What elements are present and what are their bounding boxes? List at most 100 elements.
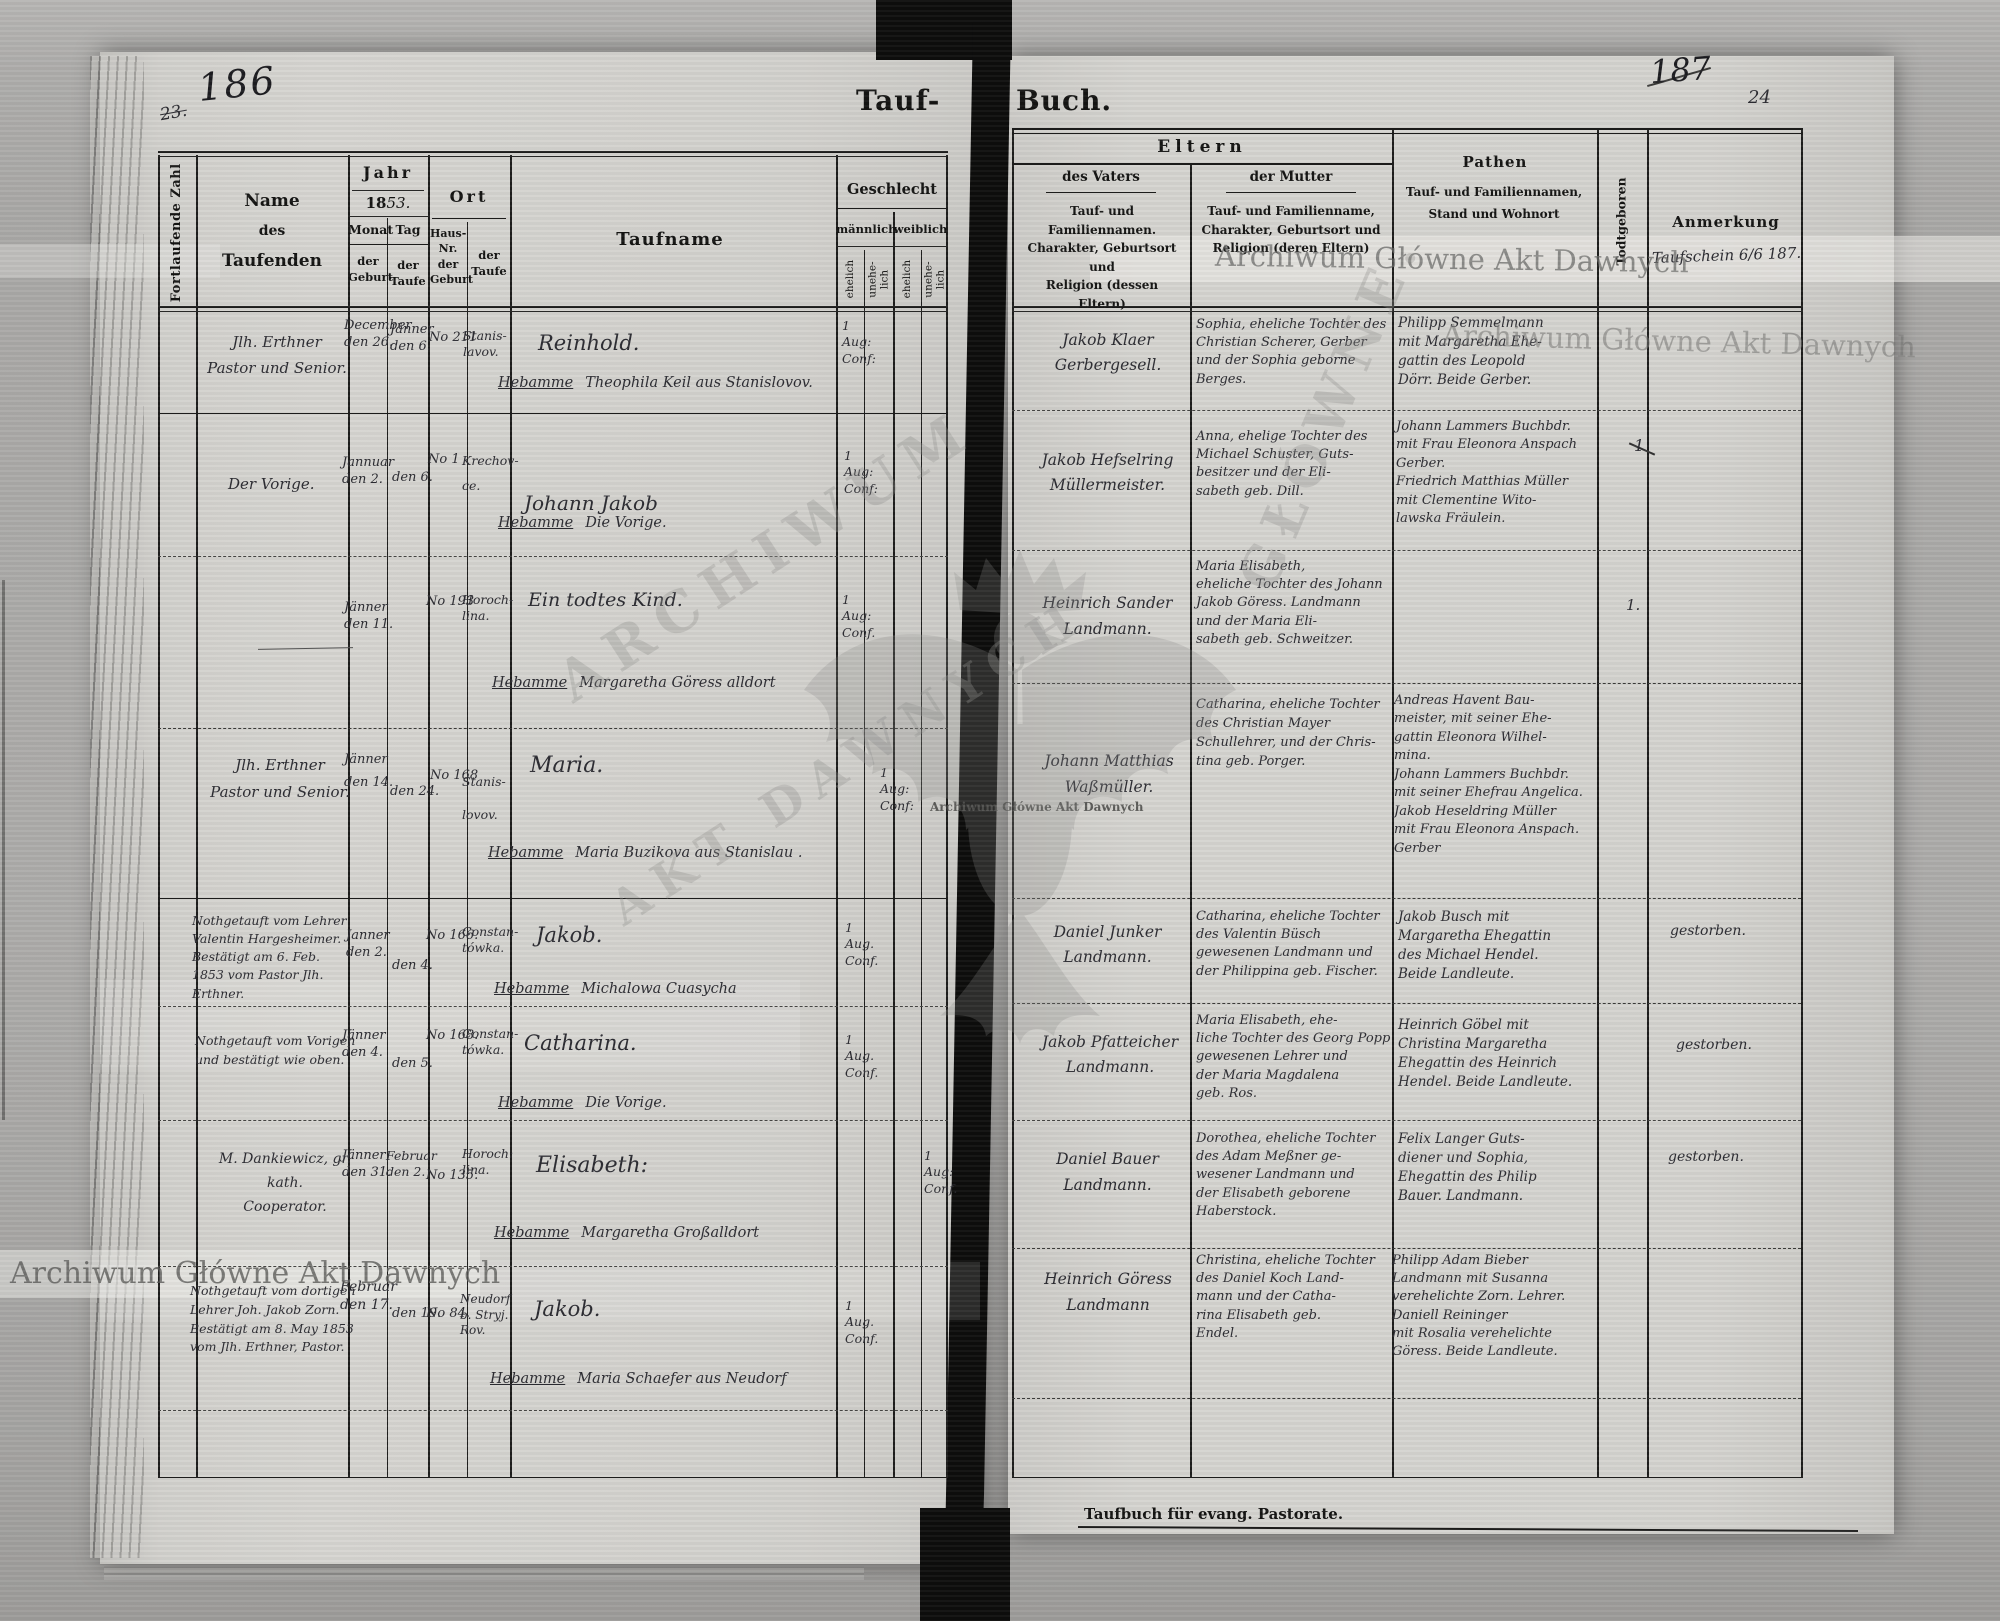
entry-ort: Horoch- lina. <box>462 592 514 624</box>
hebamme-label: Hebamme <box>492 675 568 691</box>
entry-haus-nr: No 166. <box>426 928 479 943</box>
watermark-text-bottom-left: Archiwum Główne Akt Dawnych <box>10 1256 501 1291</box>
column-header-mutter-desc: Tauf- und Familienname, Charakter, Gebur… <box>1201 204 1381 256</box>
column-header-fortlaufende-zahl: Fortlaufende Zahl <box>169 163 185 303</box>
scan-band <box>100 980 800 1070</box>
column-header-name-des: des <box>258 223 286 239</box>
geschlecht-mark: 1 Aug: Conf: <box>880 765 914 813</box>
entry-hebamme: Hebamme Die Vorige. <box>498 1095 667 1111</box>
entry-mutter: Sophia, eheliche Tochter des Christian S… <box>1196 317 1387 387</box>
old-page-number-struck: 23. <box>158 100 189 126</box>
watermark-text-center-small: Archiwum Główne Akt Dawnych <box>930 800 1144 814</box>
rule <box>1012 133 1803 134</box>
entry-mutter: Maria Elisabeth, ehe- liche Tochter des … <box>1196 1013 1391 1101</box>
rule <box>1392 130 1394 1477</box>
hebamme-label: Hebamme <box>494 1225 570 1241</box>
rule <box>387 218 388 1477</box>
column-header-des-vaters: des Vaters <box>1062 169 1140 185</box>
entry-pathen: Andreas Havent Bau- meister, mit seiner … <box>1394 693 1583 856</box>
entry-monat-geburt: Jannuar den 2. <box>342 455 395 487</box>
column-header-geschlecht: Geschlecht <box>847 181 937 198</box>
entry-haus-nr: No 168 <box>430 768 479 783</box>
rule <box>432 218 506 219</box>
column-header-ehelich-m: ehelich <box>843 259 856 299</box>
hebamme-label: Hebamme <box>490 1371 566 1387</box>
rule <box>196 155 198 1477</box>
column-header-pathen-desc: Tauf- und Familiennamen, Stand und Wohno… <box>1405 185 1583 221</box>
entry-taufname: Jakob. <box>534 1297 601 1321</box>
column-header-ort-der-taufe: der Taufe <box>471 248 507 278</box>
column-header-der-geburt: der Geburt <box>348 254 393 284</box>
entry-vater: Jakob Pfatteicher Landmann. <box>1041 1033 1179 1076</box>
entry-mutter: Catharina, eheliche Tochter des Valentin… <box>1196 909 1380 979</box>
entry-mutter: Catharina, eheliche Tochter des Christia… <box>1196 697 1380 769</box>
rule <box>158 156 948 157</box>
entry-ort: Stanis- lavov. <box>463 328 507 360</box>
rule <box>1012 128 1803 130</box>
column-header-vater-desc: Tauf- und Familiennamen. Charakter, Gebu… <box>1027 204 1177 311</box>
entry-vater: Heinrich Göress Landmann <box>1044 1270 1172 1315</box>
rule <box>836 246 948 247</box>
entry-monat-geburt: Janner den 2. <box>346 928 390 960</box>
entry-ort: Horoch: lina. <box>462 1146 514 1178</box>
rule <box>467 222 468 1477</box>
entry-haus-nr: No 193 <box>426 594 475 609</box>
entry-anmerkung: gestorben. <box>1670 923 1746 939</box>
scan-band <box>1090 236 2000 282</box>
scan-edge-artifact <box>2 580 5 1120</box>
rule <box>1012 683 1801 684</box>
entry-pathen: Philipp Adam Bieber Landmann mit Susanna… <box>1392 1253 1566 1359</box>
entry-hebamme: Hebamme Michalowa Cuasycha <box>494 981 737 997</box>
column-header-der-taufe: der Taufe <box>390 258 426 288</box>
column-header-anmerkung: Anmerkung <box>1672 213 1780 231</box>
entry-vater: Daniel Junker Landmann. <box>1053 923 1162 966</box>
entry-tag-taufe: den 24. <box>390 784 440 799</box>
rule <box>1012 1120 1801 1121</box>
rule <box>158 1410 948 1411</box>
entry-taufname: Johann Jakob <box>524 491 658 515</box>
entry-haus-nr: No 168. <box>426 1028 479 1043</box>
rule <box>1190 165 1192 1477</box>
rule <box>1801 130 1803 1477</box>
entry-tag-taufe: Jänner den 6. <box>390 322 434 354</box>
entry-vater: Jakob Hefselring Müllermeister. <box>1041 451 1174 494</box>
entry-mutter: Dorothea, eheliche Tochter des Adam Meßn… <box>1196 1131 1376 1219</box>
geschlecht-mark: 1 Aug: Conf: <box>844 448 878 496</box>
page-number-right: 187 <box>1648 48 1713 92</box>
geschlecht-mark: 1 Aug. Conf. <box>845 1298 879 1346</box>
column-header-taufname: Taufname <box>616 229 724 250</box>
book-title-right: Buch. <box>1016 84 1113 117</box>
rule <box>1226 192 1356 193</box>
binding-gutter-bottom <box>920 1508 1010 1621</box>
entry-hebamme: Hebamme Die Vorige. <box>498 515 667 531</box>
rule <box>352 190 424 191</box>
rule <box>1012 410 1801 411</box>
archive-eagle-watermark <box>804 550 1236 1044</box>
entry-hebamme: Hebamme Margaretha Göress alldort <box>492 675 776 691</box>
hebamme-label: Hebamme <box>494 981 570 997</box>
entry-vater: Johann Matthias Waßmüller. <box>1030 748 1188 801</box>
entry-haus-nr: No 135. <box>426 1168 479 1183</box>
entry-vater: Daniel Bauer Landmann. <box>1056 1150 1159 1195</box>
entry-todtgeboren: 1. <box>1626 596 1641 614</box>
rule <box>1046 192 1156 193</box>
entry-tag-taufe: Februar den 2. <box>386 1148 437 1180</box>
column-header-ort: Ort <box>449 187 489 206</box>
column-header-pathen: Pathen <box>1462 153 1528 171</box>
rule <box>158 1477 948 1478</box>
rule <box>1647 130 1649 1477</box>
rule <box>158 1006 948 1007</box>
scan-band <box>100 1262 980 1320</box>
rule <box>1012 550 1801 551</box>
rule <box>158 728 948 729</box>
entry-taufname: Jakob. <box>536 923 603 947</box>
entry-name: Jlh. Erthner Pastor und Senior. <box>207 333 347 377</box>
entry-ort: Constan- tówka. <box>462 1026 519 1058</box>
geschlecht-mark: 1 Aug. Conf. <box>845 920 879 968</box>
hebamme-label: Hebamme <box>498 1095 574 1111</box>
page-number-right-small: 24 <box>1748 87 1771 108</box>
column-header-unehelich-m: unehe- lich <box>866 261 890 298</box>
rule <box>1012 1398 1801 1399</box>
rule <box>158 311 948 312</box>
